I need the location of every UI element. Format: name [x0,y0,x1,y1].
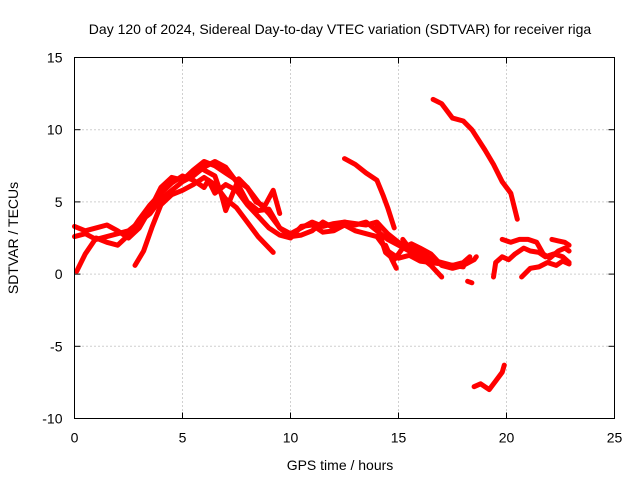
series-group [72,96,572,393]
series-line-s14 [549,236,572,248]
x-tick-label: 20 [499,430,515,446]
axis-ticks: 0 5 10 15 20 25 -10 -5 0 5 10 15 [42,50,622,446]
series-line-s5 [201,167,283,216]
series-line-s12 [499,236,572,261]
y-tick-label: 5 [55,194,63,210]
y-tick-label: 15 [47,50,63,66]
y-tick-label: 10 [47,122,63,138]
x-tick-label: 15 [391,430,407,446]
series-line-s4 [132,174,276,268]
series-line-s10 [430,96,520,222]
plot-frame [74,57,615,419]
y-tick-label: 0 [55,266,63,282]
series-line-s3 [74,173,466,274]
x-tick-label: 10 [283,430,299,446]
x-axis-label: GPS time / hours [287,457,394,473]
x-tick-label: 5 [179,430,187,446]
series-line-s16 [471,362,507,393]
series-line-s13 [519,258,572,280]
series-line-s8 [383,242,399,271]
series-line-s9 [342,156,397,231]
series-line-s7 [400,236,445,280]
x-tick-label: 25 [607,430,623,446]
series-line-s15 [465,278,475,286]
grid-lines [74,57,615,419]
x-tick-label: 0 [71,430,79,446]
y-tick-label: -10 [42,411,62,427]
y-tick-label: -5 [50,338,63,354]
y-axis-label: SDTVAR / TECUs [5,182,21,294]
chart-title: Day 120 of 2024, Sidereal Day-to-day VTE… [89,21,592,37]
